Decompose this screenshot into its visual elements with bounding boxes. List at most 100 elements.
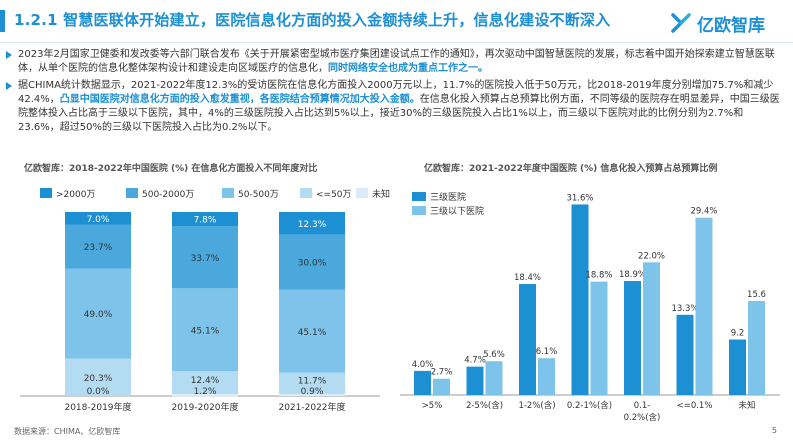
left-chart: >2000万 500-2000万 50-500万 <=50万 未知 7.0% 23.7% 49… <box>20 188 390 413</box>
bar <box>485 361 503 395</box>
legend-swatch <box>412 192 426 201</box>
data-label: 9.2 <box>731 329 745 339</box>
bar-segment <box>279 372 345 395</box>
legend-label: 三级医院 <box>430 191 466 203</box>
x-tick-label: <=0.1% <box>677 401 713 411</box>
bar <box>695 217 713 395</box>
x-tick-label: 0.2-1%(含) <box>567 400 612 411</box>
data-label: 1.2% <box>194 387 217 397</box>
x-tick-label: >5% <box>422 401 443 411</box>
bar-segment <box>65 212 131 225</box>
legend-swatch <box>300 188 312 198</box>
bullet-text: 2023年2月国家卫健委和发改委等六部门联合发布《关于开展紧密型城市医疗集团建设… <box>18 49 775 74</box>
data-label: 20.3% <box>84 374 113 384</box>
bullet-marker-icon <box>6 82 12 90</box>
bar-segment <box>172 212 238 227</box>
bar-segment <box>65 358 131 396</box>
data-label: 49.0% <box>84 310 113 320</box>
x-tick-label: 2019-2020年度 <box>171 401 238 413</box>
x-tick-label: 2018-2019年度 <box>64 401 131 413</box>
page-number: 5 <box>771 426 777 435</box>
bullet-item: 据CHIMA统计数据显示，2021-2022年度12.3%的受访医院在信息化方面… <box>6 79 781 135</box>
legend-swatch <box>412 206 426 215</box>
bar <box>571 204 589 395</box>
data-label: 30.0% <box>298 259 327 269</box>
legend-swatch <box>222 188 234 198</box>
brand-logo-icon <box>671 13 691 33</box>
data-label: 11.7% <box>298 377 327 387</box>
data-label: 15.6 <box>747 290 766 300</box>
data-label: 45.1% <box>191 326 220 336</box>
bar-segment <box>279 289 345 373</box>
bar-segment <box>279 212 345 235</box>
data-label: 31.6% <box>566 193 593 203</box>
data-label: 4.0% <box>412 360 434 370</box>
data-label: 33.7% <box>191 254 220 264</box>
bar-segment <box>172 288 238 372</box>
bar <box>748 300 765 395</box>
legend-label: 三级以下医院 <box>430 205 484 217</box>
data-label: 0.9% <box>301 387 324 397</box>
bar <box>466 366 484 395</box>
bar <box>538 358 555 395</box>
bar-segment <box>279 394 345 396</box>
data-label: 7.8% <box>194 216 217 226</box>
header-bar: 1.2.1 智慧医联体开始建立，医院信息化方面的投入金额持续上升，信息化建设不断… <box>0 0 793 44</box>
data-label: 5.6% <box>483 350 505 360</box>
bar <box>414 370 431 395</box>
bullet-highlight-text: 凸显中国医院对信息化方面的投入愈发重视，各医院结合预算情况加大投入金额。 <box>59 94 420 105</box>
right-chart-title: 亿欧智库：2021-2022年度中国医院 (%) 信息化投入预算占总预算比例 <box>424 164 718 174</box>
bar <box>643 262 660 395</box>
data-label: 23.7% <box>84 243 113 253</box>
bar <box>519 284 536 395</box>
bar-segment <box>172 394 238 397</box>
header-divider <box>0 42 793 43</box>
brand-name: 亿欧智库 <box>697 15 765 36</box>
bullet-text: 在信息化投入预算占总预算比例方面，不同等级的医院存在明显差异，中国三级医院整体投… <box>18 94 780 133</box>
bullet-item: 2023年2月国家卫健委和发改委等六部门联合发布《关于开展紧密型城市医疗集团建设… <box>6 48 781 76</box>
data-label: 4.7% <box>464 356 486 366</box>
page-title: 1.2.1 智慧医联体开始建立，医院信息化方面的投入金额持续上升，信息化建设不断… <box>14 11 611 29</box>
data-label: 29.4% <box>690 207 717 217</box>
x-tick-label: 未知 <box>738 400 755 411</box>
bar-segment <box>172 371 238 395</box>
bar-segment <box>279 234 345 290</box>
legend-label: 未知 <box>372 188 390 200</box>
legend-label: >2000万 <box>56 190 95 200</box>
bullet-list: 2023年2月国家卫健委和发改委等六部门联合发布《关于开展紧密型城市医疗集团建设… <box>6 48 781 138</box>
data-label: 22.0% <box>638 251 665 261</box>
legend-label: 50-500万 <box>238 190 279 200</box>
data-label: 45.1% <box>298 328 327 338</box>
bar-segment <box>172 226 238 289</box>
legend-label: <=50万 <box>316 190 352 200</box>
header-accent <box>0 10 5 32</box>
x-tick-label: 0.2%(含) <box>624 412 661 423</box>
bar <box>624 281 641 395</box>
data-source: 数据来源：CHIMA、亿欧智库 <box>14 427 121 436</box>
x-tick-label: 0.1- <box>634 401 651 411</box>
data-label: 0.0% <box>87 387 110 397</box>
bullet-marker-icon <box>6 51 12 59</box>
legend-swatch <box>40 188 52 198</box>
data-label: 12.4% <box>191 376 220 386</box>
data-label: 7.0% <box>87 215 110 225</box>
data-label: 18.9% <box>619 270 646 280</box>
bar <box>433 378 450 395</box>
data-label: 18.8% <box>585 271 612 281</box>
legend-label: 500-2000万 <box>142 190 194 200</box>
bar <box>676 314 694 395</box>
left-chart-title: 亿欧智库：2018-2022年中国医院 (%) 在信息化方面投入不同年度对比 <box>24 164 318 174</box>
legend-swatch <box>356 188 368 198</box>
bullet-text: 据CHIMA统计数据显示，2021-2022年度12.3%的受访医院在信息化方面… <box>18 80 774 105</box>
x-tick-label: 1-2%(含) <box>518 400 555 411</box>
x-tick-label: 2-5%(含) <box>466 400 503 411</box>
bar <box>729 339 746 395</box>
bar-segment <box>65 224 131 269</box>
legend-swatch <box>126 188 138 198</box>
data-label: 2.7% <box>431 368 453 378</box>
bar-segment <box>65 268 131 359</box>
brand-logo: 亿欧智库 <box>669 8 765 38</box>
data-label: 12.3% <box>298 220 327 230</box>
bar <box>590 281 608 395</box>
